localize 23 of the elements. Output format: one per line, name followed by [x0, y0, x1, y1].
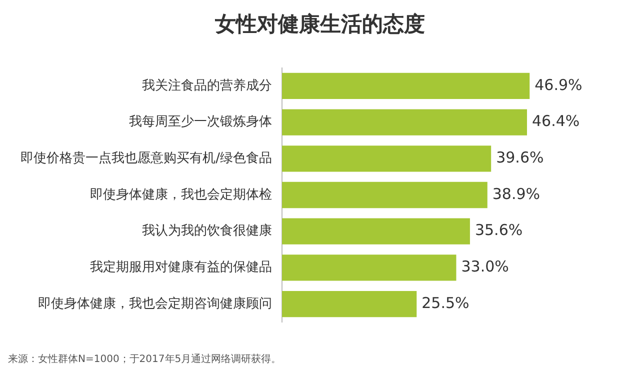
- y-tick-label: 我认为我的饮食很健康: [142, 224, 272, 239]
- data-label: 35.6%: [474, 221, 523, 240]
- chart-title: 女性对健康生活的态度: [214, 11, 426, 38]
- source-note: 来源：女性群体N=1000；于2017年5月通过网络调研获得。: [8, 352, 282, 366]
- bar: [282, 72, 530, 100]
- bar: [282, 146, 492, 172]
- data-label: 39.6%: [496, 148, 544, 167]
- y-tick-label: 即使价格贵一点我也愿意购买有机/绿色食品: [20, 151, 272, 166]
- y-tick-label: 我关注食品的营养成分: [142, 77, 272, 94]
- y-tick-label: 我每周至少一次锻炼身体: [129, 114, 272, 130]
- data-label: 25.5%: [422, 294, 470, 312]
- bar: [282, 182, 488, 208]
- bar: [282, 218, 470, 244]
- y-tick-label: 我定期服用对健康有益的保健品: [90, 260, 272, 276]
- data-label: 33.0%: [461, 258, 509, 276]
- y-tick-label: 即使身体健康，我也会定期咨询健康顾问: [38, 296, 272, 312]
- bar: [282, 109, 527, 136]
- data-label: 46.4%: [532, 112, 580, 130]
- y-tick-label: 即使身体健康，我也会定期体检: [90, 187, 272, 202]
- data-label: 38.9%: [492, 184, 540, 203]
- data-label: 46.9%: [534, 76, 582, 94]
- bar: [282, 254, 456, 281]
- bar: [282, 290, 417, 318]
